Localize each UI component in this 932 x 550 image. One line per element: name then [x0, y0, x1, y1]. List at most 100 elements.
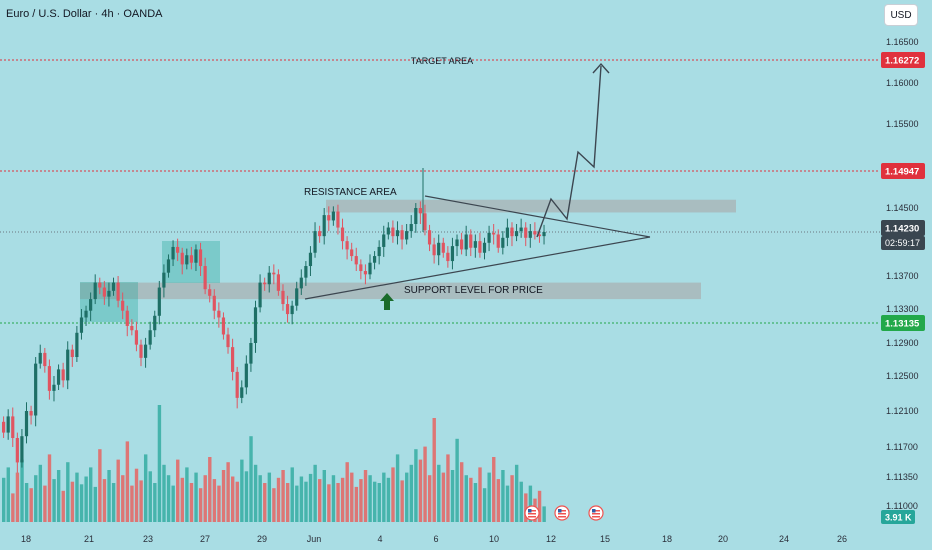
candle-body [139, 344, 143, 358]
volume-bar [340, 477, 345, 522]
candle-body [61, 369, 65, 381]
candle-body [427, 230, 432, 245]
x-tick-label: Jun [307, 534, 322, 544]
volume-bar [322, 470, 326, 522]
candle-body [405, 231, 409, 240]
candle-body [331, 211, 335, 221]
candle-body [514, 231, 519, 237]
volume-bar [84, 476, 88, 522]
candle [166, 254, 171, 278]
volume-bar [15, 472, 20, 522]
candle-body [290, 305, 294, 315]
candle-body [304, 266, 308, 278]
volume-bar [34, 475, 38, 522]
candle [487, 225, 491, 252]
candle-body [162, 272, 166, 288]
volume-bar [437, 464, 441, 522]
volume-bar [478, 467, 482, 522]
resistance-area-label: RESISTANCE AREA [304, 187, 397, 198]
candle [212, 289, 216, 320]
candle-body [171, 246, 175, 260]
volume-bar [66, 462, 70, 522]
volume-bar [171, 485, 175, 522]
volume-bar [514, 464, 519, 522]
volume-bar [386, 477, 391, 522]
candle-body [29, 411, 33, 416]
candle-body [15, 438, 19, 463]
candle [11, 407, 15, 447]
candle [24, 402, 29, 444]
candle-body [487, 232, 491, 243]
event-flag-icon [554, 505, 570, 521]
volume-bar [331, 475, 336, 522]
candle [377, 240, 381, 265]
volume-bar [198, 488, 203, 522]
candle-body [359, 264, 363, 272]
candle-body [102, 287, 106, 297]
candle [176, 238, 180, 262]
candle [432, 237, 436, 264]
candle-body [308, 252, 313, 267]
candle [66, 341, 70, 390]
candle-body [423, 213, 427, 231]
volume-bar [194, 472, 198, 522]
candle [331, 206, 335, 226]
candle-body [249, 343, 253, 364]
volume-bar [176, 459, 180, 522]
volume-bar [240, 459, 244, 522]
volume-bar [116, 459, 120, 522]
candle [56, 364, 61, 390]
candle [162, 264, 166, 298]
volume-bar [153, 483, 157, 522]
currency-button[interactable]: USD [884, 4, 918, 26]
volume-bar [267, 472, 272, 522]
volume-bar [38, 464, 43, 522]
candle-body [377, 246, 381, 257]
y-tick-label: 1.11350 [886, 472, 918, 482]
volume-bar [61, 490, 65, 522]
candle-body [418, 208, 422, 214]
candle [395, 221, 400, 245]
projection-arrowhead [592, 62, 610, 74]
candle-body [226, 334, 230, 348]
candle [391, 220, 395, 243]
candle-body [56, 369, 61, 385]
volume-bar [134, 468, 139, 522]
volume-bar [492, 457, 496, 522]
event-flag-stripe [558, 516, 566, 518]
candle-body [276, 274, 280, 291]
volume-bar [180, 477, 185, 522]
candle [528, 224, 532, 248]
y-tick-label: 1.15500 [886, 119, 919, 129]
candle [107, 282, 111, 307]
volume-bar [336, 483, 340, 522]
volume-bar [510, 475, 514, 522]
x-tick-label: 20 [718, 534, 728, 544]
candle [148, 321, 152, 350]
x-tick-label: 26 [837, 534, 847, 544]
triangle-lower-line [304, 236, 651, 300]
candle [533, 222, 537, 240]
volume-bar [382, 472, 386, 522]
candle [189, 246, 193, 270]
candle-body [258, 282, 262, 308]
volume-bar [2, 477, 6, 522]
candle [61, 362, 65, 388]
candle-body [235, 371, 239, 398]
candle-body [318, 231, 322, 237]
candle-body [272, 272, 276, 275]
candle-body [47, 366, 51, 391]
y-tick-label: 1.12100 [886, 406, 919, 416]
volume-bar [377, 483, 381, 522]
candle [180, 247, 184, 275]
candle-body [93, 282, 97, 300]
candle-body [313, 231, 317, 253]
volume-bar [400, 480, 404, 522]
candle [84, 305, 88, 326]
candle-body [20, 436, 24, 463]
candle-body [432, 244, 436, 256]
volume-bar [487, 472, 491, 522]
volume-bar [208, 457, 212, 522]
